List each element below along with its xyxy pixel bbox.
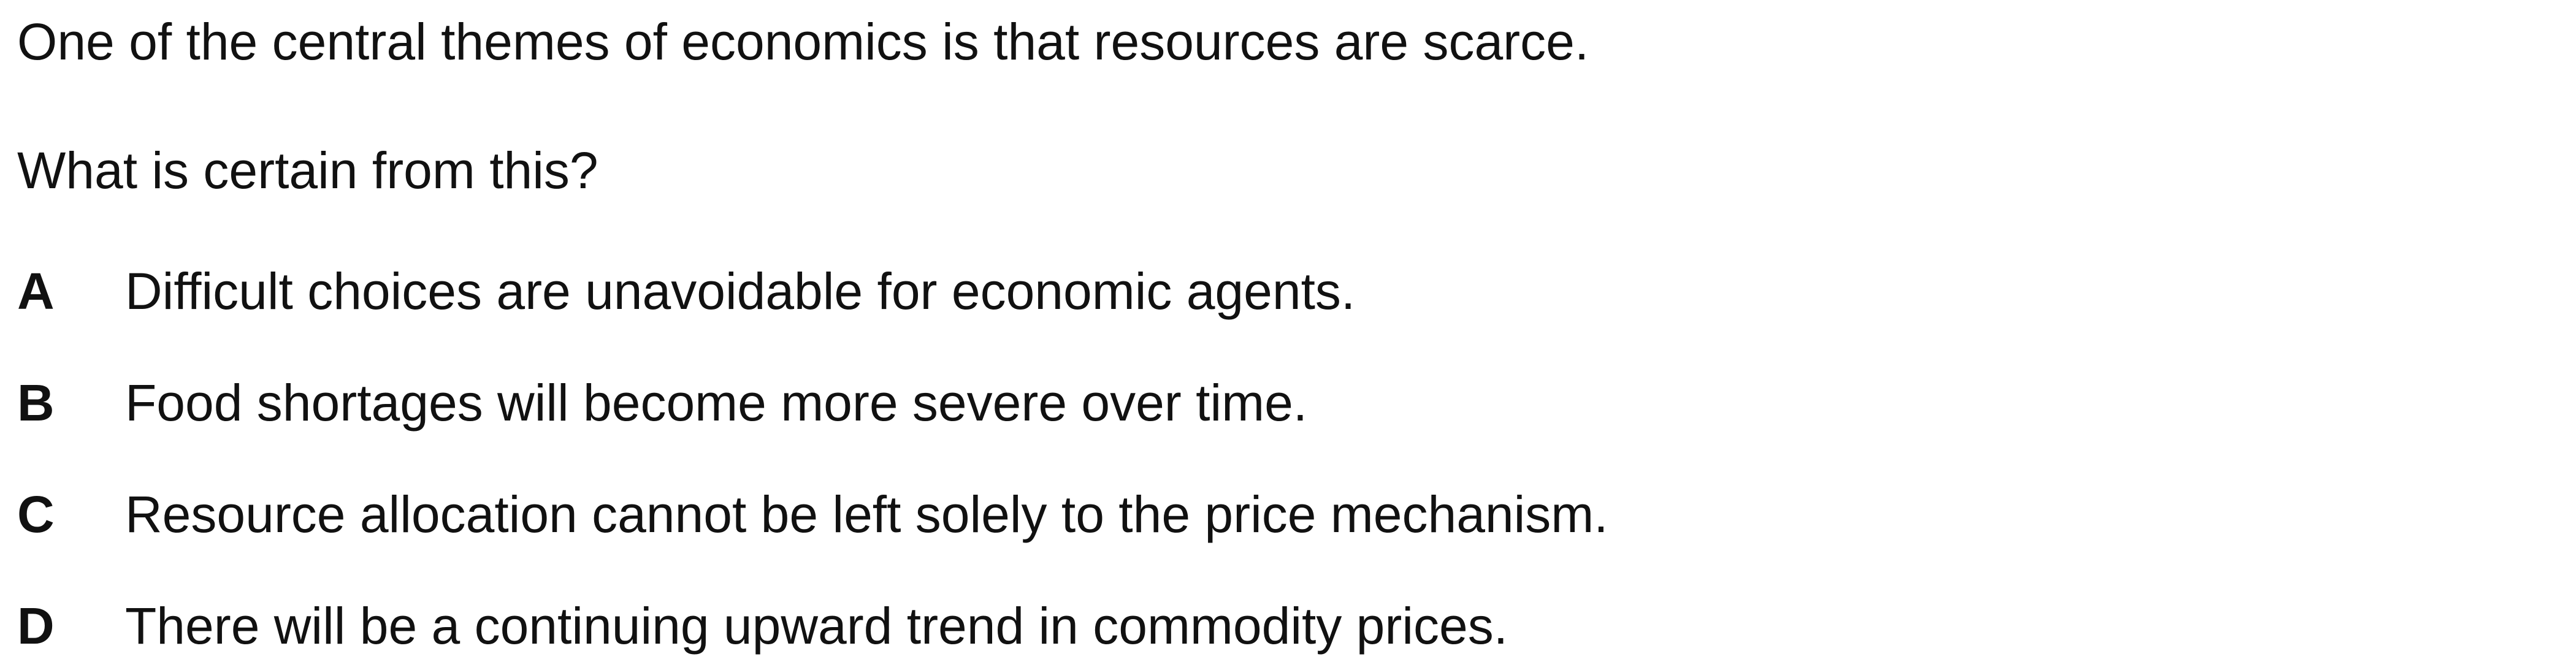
option-d[interactable]: D There will be a continuing upward tren… (17, 595, 2347, 657)
option-letter: A (17, 262, 55, 320)
option-letter: C (17, 485, 55, 543)
option-text: Resource allocation cannot be left solel… (125, 485, 1608, 543)
option-b[interactable]: B Food shortages will become more severe… (17, 372, 2347, 433)
option-text: Difficult choices are unavoidable for ec… (125, 262, 1356, 320)
option-letter: B (17, 374, 55, 432)
option-text: Food shortages will become more severe o… (125, 374, 1308, 432)
question-prompt: What is certain from this? (17, 142, 598, 199)
option-letter: D (17, 597, 55, 655)
question-stem: One of the central themes of economics i… (17, 13, 1589, 70)
option-a[interactable]: A Difficult choices are unavoidable for … (17, 261, 2347, 322)
option-text: There will be a continuing upward trend … (125, 597, 1508, 655)
option-c[interactable]: C Resource allocation cannot be left sol… (17, 484, 2347, 545)
